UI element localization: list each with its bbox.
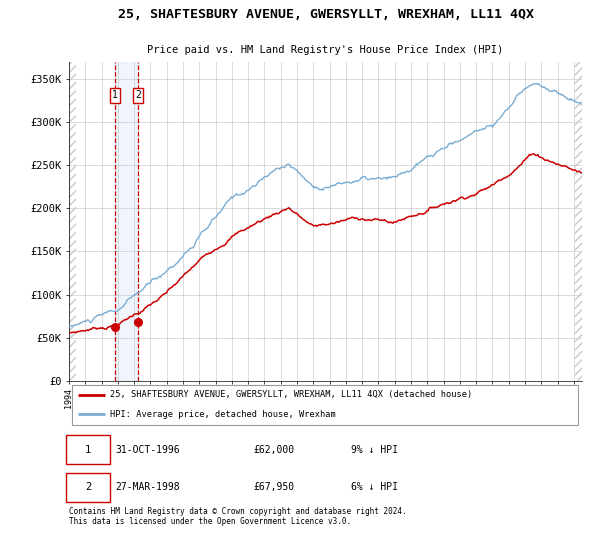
Text: 6% ↓ HPI: 6% ↓ HPI <box>351 482 398 492</box>
Text: Contains HM Land Registry data © Crown copyright and database right 2024.
This d: Contains HM Land Registry data © Crown c… <box>69 507 407 526</box>
Text: 2: 2 <box>135 90 141 100</box>
Text: 27-MAR-1998: 27-MAR-1998 <box>115 482 180 492</box>
Text: 31-OCT-1996: 31-OCT-1996 <box>115 445 180 455</box>
Text: HPI: Average price, detached house, Wrexham: HPI: Average price, detached house, Wrex… <box>110 410 336 419</box>
Bar <box>69 62 76 381</box>
FancyBboxPatch shape <box>67 435 110 464</box>
Text: 1: 1 <box>112 90 118 100</box>
Text: 25, SHAFTESBURY AVENUE, GWERSYLLT, WREXHAM, LL11 4QX: 25, SHAFTESBURY AVENUE, GWERSYLLT, WREXH… <box>118 8 533 21</box>
FancyBboxPatch shape <box>67 473 110 502</box>
Text: 1: 1 <box>85 445 91 455</box>
FancyBboxPatch shape <box>71 385 578 424</box>
Text: 9% ↓ HPI: 9% ↓ HPI <box>351 445 398 455</box>
Bar <box>115 62 138 381</box>
Text: Price paid vs. HM Land Registry's House Price Index (HPI): Price paid vs. HM Land Registry's House … <box>148 45 503 55</box>
Text: £67,950: £67,950 <box>254 482 295 492</box>
Bar <box>575 62 582 381</box>
Text: £62,000: £62,000 <box>254 445 295 455</box>
Text: 25, SHAFTESBURY AVENUE, GWERSYLLT, WREXHAM, LL11 4QX (detached house): 25, SHAFTESBURY AVENUE, GWERSYLLT, WREXH… <box>110 390 472 399</box>
Text: 2: 2 <box>85 482 91 492</box>
